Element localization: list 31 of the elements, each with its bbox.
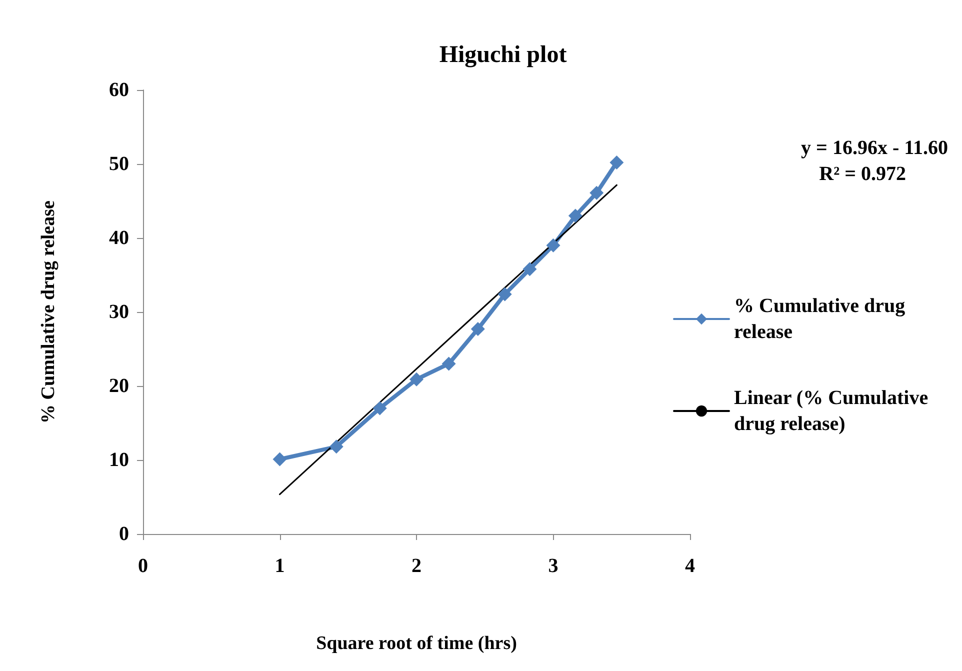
chart-title: Higuchi plot [439, 42, 567, 68]
y-tick-label: 50 [109, 153, 129, 175]
legend-label: % Cumulative drug release [734, 295, 910, 343]
y-axis-title: % Cumulative drug release [38, 200, 59, 424]
y-tick-label: 10 [109, 449, 129, 471]
x-tick-label: 4 [685, 555, 695, 577]
text: y = 16.96x - 11.60 [801, 137, 948, 159]
text: R² = 0.972 [819, 163, 906, 185]
point [329, 440, 344, 454]
point [590, 186, 604, 200]
x-tick-label: 2 [412, 555, 422, 577]
point [546, 238, 560, 252]
x-tick-label: 1 [274, 555, 285, 577]
y-tick-label: 60 [109, 79, 129, 101]
y-tick-label: 30 [109, 301, 129, 323]
point [568, 208, 582, 223]
point [498, 287, 512, 302]
y-tick-label: 40 [109, 227, 129, 249]
point [522, 262, 537, 276]
point [442, 356, 456, 371]
x-axis-title: Square root of time (hrs) [316, 633, 517, 654]
legend-label: Linear (% Cumulative drug release) [734, 387, 934, 435]
point [610, 156, 624, 170]
point [410, 372, 424, 386]
x-tick-label: 0 [138, 555, 148, 577]
point [272, 452, 287, 466]
point [470, 322, 485, 336]
point [372, 401, 387, 416]
y-tick-label: 0 [119, 523, 129, 545]
x-tick-label: 3 [548, 555, 558, 577]
y-tick-label: 20 [109, 375, 129, 397]
